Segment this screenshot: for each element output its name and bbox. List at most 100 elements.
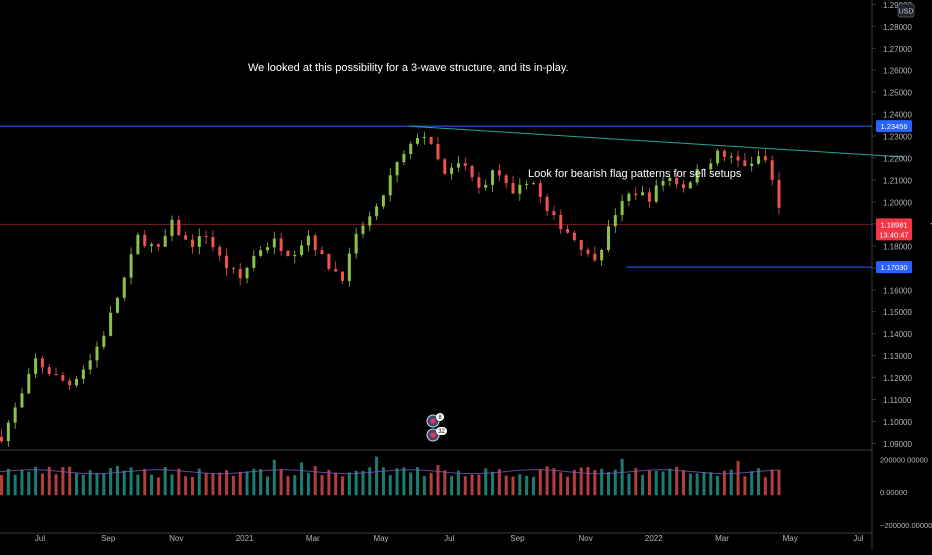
volume-bar: [525, 475, 529, 496]
volume-bar: [566, 476, 570, 496]
candle-body: [150, 244, 154, 246]
price-tick-label: 1.24000: [883, 111, 912, 120]
candle-body: [456, 163, 460, 168]
candle-body: [463, 163, 467, 166]
volume-bar: [750, 471, 754, 496]
candle-body: [429, 136, 433, 144]
volume-bar: [579, 467, 583, 496]
candle-body: [613, 215, 617, 227]
volume-bar: [54, 474, 58, 496]
candle-body: [668, 177, 672, 182]
volume-bar: [497, 469, 501, 496]
volume-bar: [777, 469, 781, 496]
time-tick-label: Sep: [510, 534, 525, 543]
volume-bar: [647, 470, 651, 496]
volume-bar: [368, 467, 372, 496]
time-tick-label: Nov: [578, 534, 592, 543]
volume-bar: [334, 472, 338, 496]
volume-bar: [729, 469, 733, 496]
candle-body: [361, 225, 365, 234]
candle-body: [143, 234, 147, 246]
volume-bar: [61, 467, 65, 496]
candle-body: [320, 250, 324, 254]
volume-bar: [300, 462, 304, 496]
candle-body: [572, 232, 576, 241]
candle-body: [682, 184, 685, 189]
candle-body: [470, 165, 474, 178]
price-tick-label: 1.25000: [883, 89, 912, 98]
volume-bar: [402, 467, 406, 496]
candle-body: [491, 170, 495, 185]
time-tick-label: Mar: [715, 534, 729, 543]
candle-body: [545, 196, 549, 212]
candle-body: [600, 249, 604, 261]
time-tick-label: 2021: [236, 534, 254, 543]
volume-bar: [736, 460, 740, 496]
volume-bar: [95, 472, 99, 496]
candle-body: [40, 358, 44, 368]
candle-body: [620, 200, 624, 216]
volume-bar: [190, 477, 194, 496]
volume-bar: [518, 474, 522, 496]
price-tick-label: 1.11000: [883, 396, 912, 405]
volume-bar: [702, 471, 706, 496]
candle-body: [736, 156, 740, 161]
volume-bar: [34, 466, 38, 496]
volume-bar: [388, 475, 392, 496]
volume-bar: [122, 470, 126, 496]
candle-body: [422, 136, 426, 139]
candle-body: [184, 235, 188, 240]
candle-body: [259, 250, 263, 256]
price-tick-label: 1.18000: [883, 242, 912, 251]
volume-bar: [293, 475, 297, 496]
candle-body: [716, 150, 720, 164]
volume-bar: [491, 471, 495, 496]
volume-bar: [511, 476, 515, 496]
volume-bar: [593, 470, 597, 496]
volume-bar: [238, 471, 242, 496]
candle-body: [722, 150, 726, 157]
price-tick-label: 1.09000: [883, 440, 912, 449]
candle-body: [395, 162, 399, 176]
candle-body: [190, 239, 194, 247]
candle-body: [416, 138, 420, 144]
volume-bar: [716, 476, 720, 496]
candle-body: [122, 277, 126, 298]
candle-body: [197, 236, 201, 247]
price-badge: [876, 261, 912, 274]
volume-bar: [47, 466, 51, 496]
candle-body: [13, 407, 17, 423]
candle-body: [627, 193, 631, 201]
volume-bar: [641, 474, 645, 496]
candle-body: [34, 358, 38, 374]
volume-bar: [416, 467, 420, 496]
candle-body: [211, 237, 215, 248]
candle-body: [757, 156, 761, 164]
volume-bar: [265, 476, 269, 496]
volume-bar: [422, 476, 426, 496]
candle-body: [177, 219, 181, 236]
volume-bar: [620, 458, 624, 496]
candle-body: [368, 216, 372, 226]
volume-bar: [136, 474, 140, 496]
candle-body: [231, 268, 235, 270]
candle-body: [47, 367, 51, 375]
volume-bar: [463, 476, 467, 496]
candle-body: [634, 193, 638, 196]
candle-body: [511, 183, 515, 194]
candle-body: [6, 422, 10, 442]
candle-body: [606, 226, 610, 250]
volume-bar: [170, 474, 174, 496]
price-tick-label: 1.20000: [883, 198, 912, 207]
volume-bar: [259, 469, 263, 496]
price-tick-label: 1.16000: [883, 286, 912, 295]
candle-body: [354, 233, 358, 254]
candle-body: [484, 184, 488, 188]
volume-bar: [634, 468, 638, 496]
time-tick-label: Jul: [853, 534, 863, 543]
candle-body: [306, 235, 310, 246]
volume-bar: [606, 472, 610, 496]
candle-body: [61, 375, 65, 381]
candle-body: [334, 268, 338, 272]
candle-body: [300, 245, 304, 255]
